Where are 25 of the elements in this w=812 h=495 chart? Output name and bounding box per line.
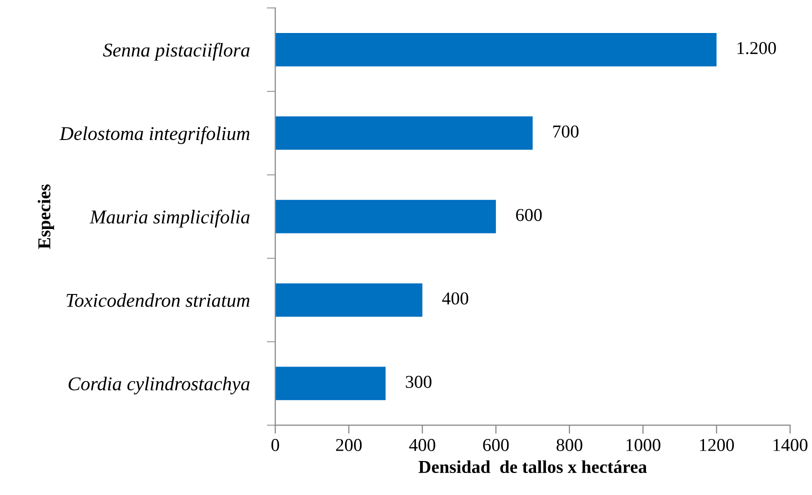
y-tick-label: Cordia cylindrostachya — [68, 376, 250, 394]
x-tick-label: 800 — [556, 438, 582, 452]
x-tick-label: 400 — [409, 438, 436, 452]
bar — [275, 366, 386, 400]
x-tick-label: 1400 — [774, 438, 808, 452]
data-label: 400 — [442, 292, 468, 305]
y-tick-label: Mauria simplicifolia — [90, 210, 250, 228]
x-tick-label: 600 — [483, 438, 509, 452]
data-label: 1.200 — [738, 42, 776, 54]
y-tick-label: Delostoma integrifolium — [59, 126, 250, 144]
x-tick-label: 200 — [336, 438, 362, 452]
bar — [275, 32, 717, 66]
x-tick-label: 0 — [271, 438, 280, 452]
x-tick-label: 1200 — [700, 438, 734, 452]
bar — [275, 200, 496, 234]
data-label: 700 — [553, 125, 579, 138]
bar — [275, 283, 422, 317]
x-axis-title: Densidad de tallos x hectárea — [418, 460, 647, 474]
data-label: 300 — [406, 376, 432, 388]
x-tick-label: 1000 — [626, 438, 660, 452]
y-axis-title: Especies — [38, 184, 54, 249]
y-tick-label: Toxicodendron striatum — [66, 293, 250, 307]
data-label: 600 — [516, 208, 542, 222]
bar — [275, 116, 533, 150]
y-tick-label: Senna pistaciiflora — [103, 42, 250, 61]
